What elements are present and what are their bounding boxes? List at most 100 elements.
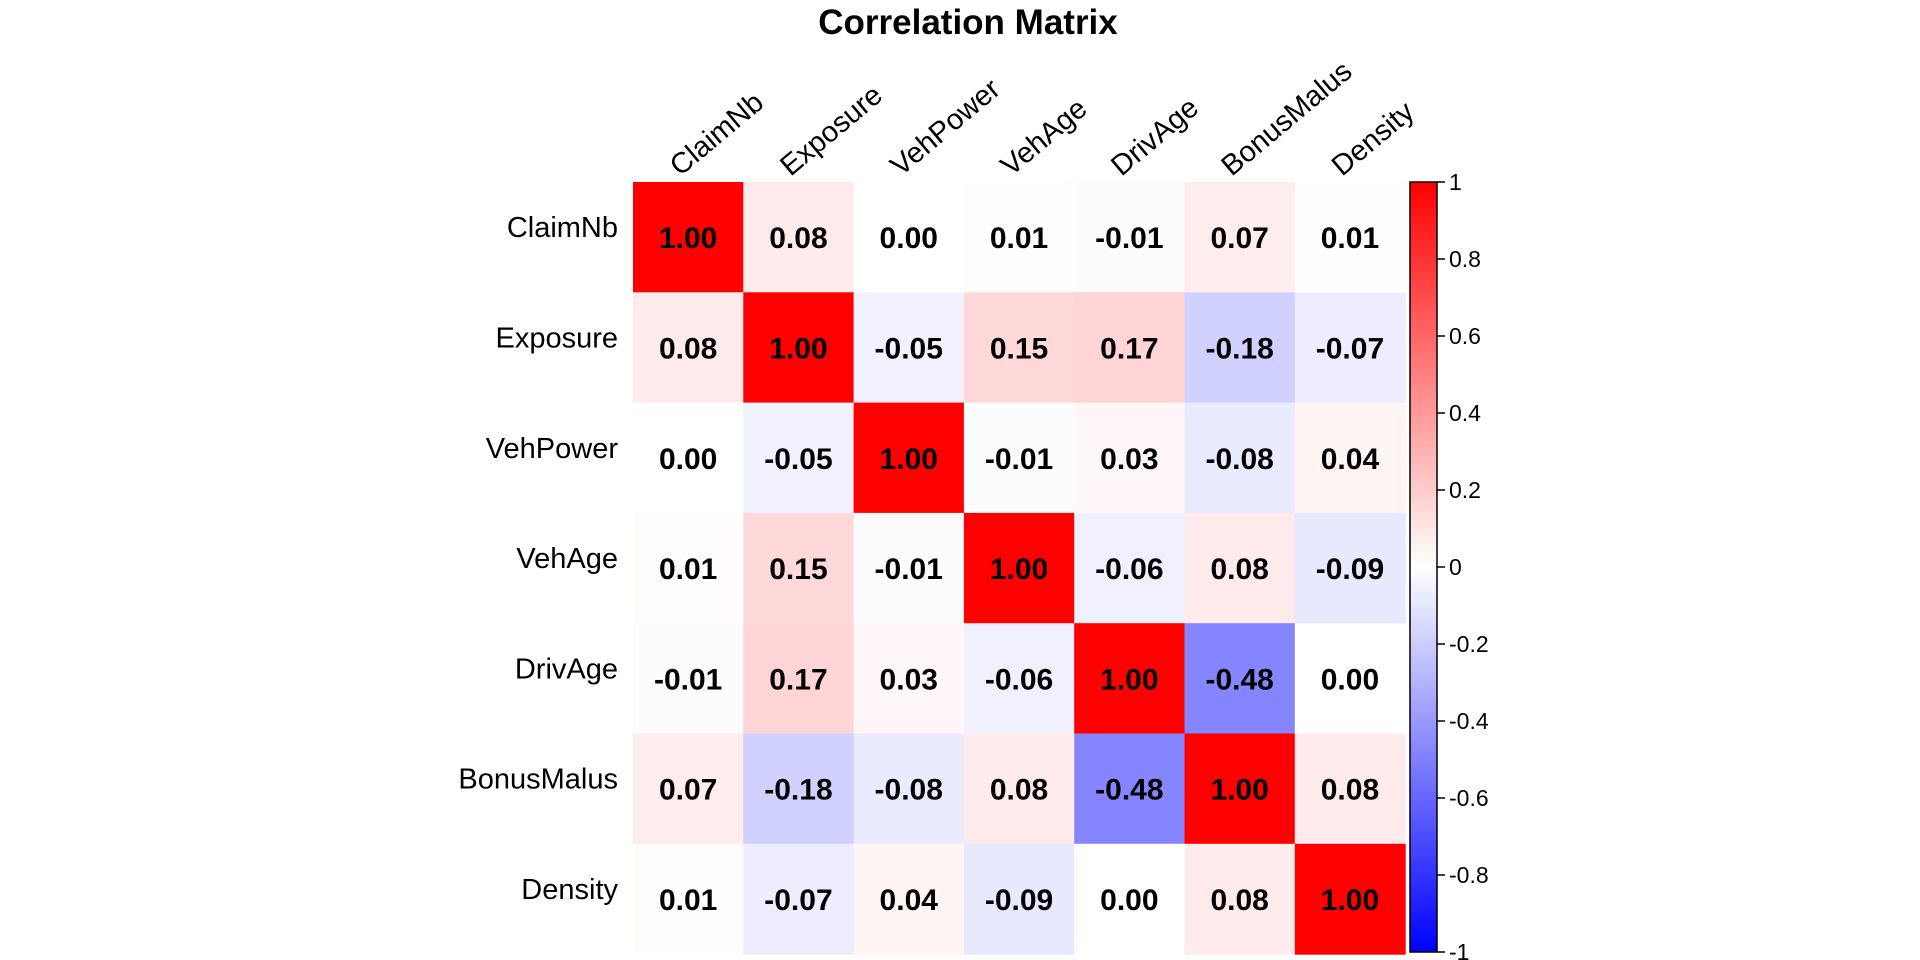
cell-value-label: 0.03 (880, 663, 938, 696)
heatmap-cell-exposure-veh-age (963, 292, 1075, 404)
heatmap-cell-density-driv-age (1074, 843, 1186, 955)
heatmap-cell-veh-power-claim-nb (633, 402, 744, 514)
heatmap-cell-exposure-veh-power (853, 292, 965, 404)
cell-value-label: 1.00 (1210, 774, 1268, 807)
heatmap-cell-veh-age-veh-age (963, 512, 1075, 624)
cell-value-label: -0.08 (875, 774, 943, 807)
cell-value-label: -0.18 (1205, 332, 1273, 365)
cell-value-label: 0.00 (659, 443, 717, 476)
heatmap-cell-bonus-malus-driv-age (1074, 733, 1186, 845)
heatmap-cell-driv-age-exposure (743, 623, 855, 735)
heatmap-cells: 1.00 0.08 0.00 0.01 -0.01 0.07 0.01 0.08 1.00 -0.… (633, 182, 1406, 955)
row-label-driv-age: DrivAge (515, 653, 618, 685)
cell-value-label: 0.17 (1100, 332, 1158, 365)
heatmap-cell-driv-age-driv-age (1074, 623, 1186, 735)
cell-value-label: -0.07 (1316, 332, 1384, 365)
row-label-veh-age: VehAge (516, 543, 618, 575)
heatmap-cell-driv-age-bonus-malus (1184, 623, 1296, 735)
cell-value-label: 1.00 (990, 553, 1048, 586)
legend-tick-label: 0.2 (1449, 477, 1481, 503)
heatmap-cell-density-bonus-malus (1184, 843, 1296, 955)
row-label-bonus-malus: BonusMalus (458, 764, 618, 796)
legend-tick-label: 0.8 (1449, 246, 1481, 272)
cell-value-label: 0.04 (880, 884, 939, 917)
row-label-density: Density (521, 874, 618, 906)
heatmap-cell-bonus-malus-veh-power (853, 733, 965, 845)
heatmap-cell-density-exposure (743, 843, 855, 955)
cell-value-label: 0.01 (659, 884, 717, 917)
heatmap-cell-veh-age-veh-power (853, 512, 965, 624)
heatmap-cell-veh-age-density (1294, 512, 1406, 624)
cell-value-label: 0.08 (1321, 774, 1379, 807)
heatmap-cell-bonus-malus-bonus-malus (1184, 733, 1296, 845)
row-label-exposure: Exposure (495, 322, 618, 354)
heatmap-cell-veh-age-driv-age (1074, 512, 1186, 624)
cell-value-label: 0.15 (769, 553, 827, 586)
row-label-claim-nb: ClaimNb (507, 212, 618, 244)
column-label-density: Density (1326, 95, 1421, 182)
cell-value-label: 0.17 (769, 663, 827, 696)
legend-tick-label: 0 (1449, 554, 1462, 580)
cell-value-label: -0.06 (1095, 553, 1163, 586)
cell-value-label: 0.00 (1321, 663, 1379, 696)
legend-tick-label: 0.4 (1449, 400, 1481, 426)
heatmap-cell-veh-age-bonus-malus (1184, 512, 1296, 624)
cell-value-label: -0.08 (1205, 443, 1273, 476)
heatmap-cell-claim-nb-veh-age (963, 182, 1075, 293)
heatmap-cell-bonus-malus-exposure (743, 733, 855, 845)
cell-value-label: 0.03 (1100, 443, 1158, 476)
color-legend: 1 0.8 0.6 0.4 0.2 0 -0.2 -0.4 -0.6 -0.8 -1 (1409, 169, 1489, 960)
heatmap-cell-driv-age-veh-age (963, 623, 1075, 735)
cell-value-label: -0.18 (764, 774, 832, 807)
cell-value-label: -0.48 (1205, 663, 1273, 696)
cell-value-label: 0.08 (1210, 884, 1268, 917)
cell-value-label: 0.01 (990, 222, 1048, 255)
legend-tick-label: 0.6 (1449, 323, 1481, 349)
column-label-driv-age: DrivAge (1105, 92, 1205, 183)
heatmap-cell-claim-nb-driv-age (1074, 182, 1186, 293)
heatmap-cell-claim-nb-claim-nb (633, 182, 744, 293)
heatmap-cell-exposure-driv-age (1074, 292, 1186, 404)
cell-value-label: 0.08 (990, 774, 1048, 807)
cell-value-label: -0.48 (1095, 774, 1163, 807)
cell-value-label: -0.09 (985, 884, 1053, 917)
heatmap-cell-veh-power-veh-age (963, 402, 1075, 514)
cell-value-label: 0.01 (659, 553, 717, 586)
cell-value-label: 1.00 (880, 443, 938, 476)
heatmap-cell-driv-age-density (1294, 623, 1406, 735)
legend-tick-label: 1 (1449, 169, 1462, 195)
cell-value-label: -0.01 (875, 553, 943, 586)
heatmap-cell-veh-power-driv-age (1074, 402, 1186, 514)
cell-value-label: 0.07 (659, 774, 717, 807)
heatmap-cell-veh-age-exposure (743, 512, 855, 624)
legend-tick-label: -0.6 (1449, 785, 1489, 811)
column-label-claim-nb: ClaimNb (664, 86, 770, 182)
cell-value-label: -0.07 (764, 884, 832, 917)
cell-value-label: -0.06 (985, 663, 1053, 696)
legend-tick-label: -1 (1449, 939, 1469, 960)
cell-value-label: -0.05 (764, 443, 832, 476)
cell-value-label: 0.15 (990, 332, 1048, 365)
heatmap-cell-bonus-malus-density (1294, 733, 1406, 845)
cell-value-label: 1.00 (1321, 884, 1379, 917)
heatmap-cell-density-claim-nb (633, 843, 744, 955)
cell-value-label: -0.09 (1316, 553, 1384, 586)
legend-ticks: 1 0.8 0.6 0.4 0.2 0 -0.2 -0.4 -0.6 -0.8 -1 (1437, 169, 1489, 960)
heatmap-cell-density-density (1294, 843, 1406, 955)
cell-value-label: 1.00 (659, 222, 717, 255)
cell-value-label: 0.08 (659, 332, 717, 365)
heatmap-cell-veh-power-bonus-malus (1184, 402, 1296, 514)
heatmap-cell-exposure-bonus-malus (1184, 292, 1296, 404)
heatmap-cell-density-veh-age (963, 843, 1075, 955)
cell-value-label: -0.01 (985, 443, 1053, 476)
heatmap-cell-veh-age-claim-nb (633, 512, 744, 624)
heatmap-cell-veh-power-density (1294, 402, 1406, 514)
cell-value-label: -0.05 (875, 332, 943, 365)
cell-value-label: 0.00 (880, 222, 938, 255)
cell-value-label: -0.01 (654, 663, 722, 696)
cell-value-label: 1.00 (1100, 663, 1158, 696)
legend-tick-label: -0.8 (1449, 862, 1489, 888)
heatmap-cell-density-veh-power (853, 843, 965, 955)
